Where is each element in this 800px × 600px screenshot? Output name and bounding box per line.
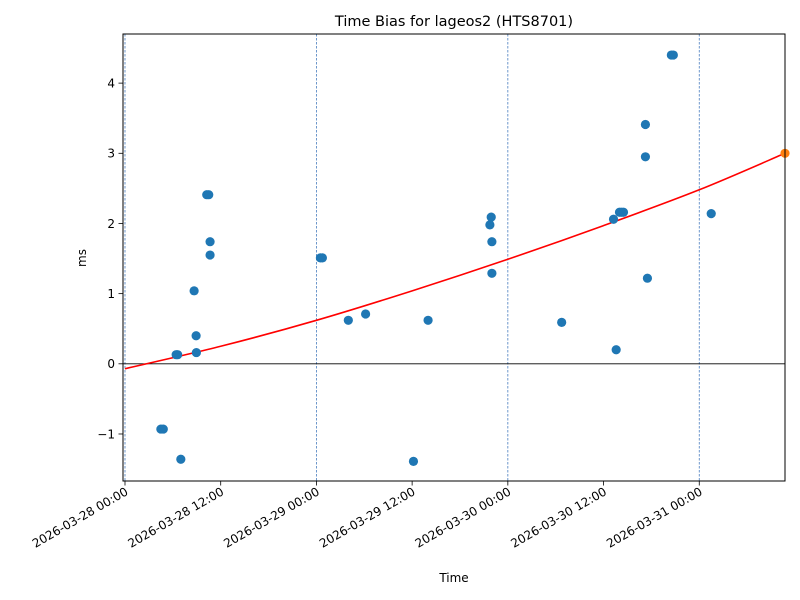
data-point [191,331,201,341]
data-point [668,50,678,60]
chart-title: Time Bias for lageos2 (HTS8701) [334,14,573,30]
data-point [487,237,497,247]
data-point [706,209,716,219]
x-axis-label: Time [438,571,468,585]
fit-curve [124,152,786,370]
data-point [176,454,186,464]
data-point [408,456,419,466]
data-point [608,214,619,224]
data-point [485,220,495,230]
data-point [205,237,215,247]
y-tick-label: 3 [107,147,115,161]
data-point [205,250,215,260]
y-tick-label: 1 [107,287,115,301]
data-point [642,273,653,283]
data-point [204,190,214,200]
data-point [317,253,327,263]
data-point [640,152,651,162]
data-point [557,317,567,328]
data-point [189,286,199,296]
y-tick-label: 2 [107,217,115,231]
data-point [640,119,651,130]
data-point [343,315,353,325]
data-point [486,212,496,222]
data-point [191,347,201,358]
data-point [158,424,168,434]
y-tick-label: 4 [107,76,115,90]
plot-frame [122,33,786,482]
data-point [423,315,433,325]
data-point [611,345,621,355]
y-tick-label: 0 [107,357,115,371]
data-point [618,207,629,217]
data-point [487,268,497,278]
y-tick-label: −1 [97,427,115,441]
y-axis-label: ms [75,249,89,267]
data-point [173,350,183,360]
data-point [361,309,371,319]
